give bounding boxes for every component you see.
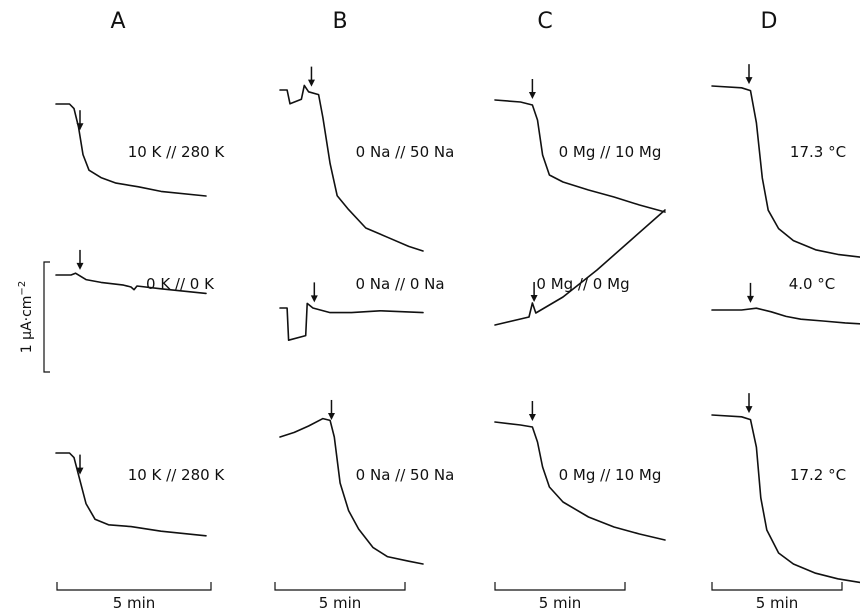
- trace-c-2: [494, 209, 666, 326]
- traces-layer: [55, 64, 860, 584]
- stimulus-arrowhead-a-2: [76, 262, 84, 270]
- stimulus-arrowhead-c-3: [528, 414, 536, 421]
- stimulus-arrowhead-d-1: [745, 77, 753, 85]
- stimulus-arrowhead-c-1: [528, 92, 536, 99]
- stimulus-arrowhead-b-3: [327, 412, 335, 420]
- cond-c-2: 0 Mg // 0 Mg: [536, 275, 629, 293]
- cond-d-2: 4.0 °C: [789, 275, 836, 293]
- cond-b-2: 0 Na // 0 Na: [355, 275, 444, 293]
- trace-d-2: [711, 307, 860, 325]
- time-scale-bar-a: [56, 582, 212, 591]
- cond-b-1: 0 Na // 50 Na: [356, 143, 455, 161]
- trace-c-3: [494, 421, 666, 541]
- cond-c-3: 0 Mg // 10 Mg: [559, 466, 662, 484]
- stimulus-arrowhead-d-2: [746, 295, 754, 303]
- trace-b-2: [279, 302, 424, 341]
- cond-d-1: 17.3 °C: [790, 143, 846, 161]
- stimulus-arrowhead-c-2: [530, 295, 538, 302]
- cond-a-3: 10 K // 280 K: [128, 466, 226, 484]
- stimulus-arrowhead-a-3: [76, 467, 84, 475]
- trace-d-3: [711, 414, 860, 584]
- trace-a-2: [55, 272, 207, 295]
- cond-d-3: 17.2 °C: [790, 466, 846, 484]
- cond-c-1: 0 Mg // 10 Mg: [559, 143, 662, 161]
- trace-c-1: [494, 99, 666, 213]
- time-scale-label-b: 5 min: [319, 594, 362, 612]
- cond-a-1: 10 K // 280 K: [128, 143, 226, 161]
- trace-b-1: [279, 84, 424, 252]
- trace-d-1: [711, 85, 860, 258]
- time-scale-label-c: 5 min: [539, 594, 582, 612]
- stimulus-arrowhead-b-1: [307, 79, 315, 87]
- cond-b-3: 0 Na // 50 Na: [356, 466, 455, 484]
- time-scale-bar-c: [494, 582, 626, 591]
- trace-b-3: [279, 417, 424, 565]
- current-scale-label: 1 μA·cm−2: [17, 281, 35, 353]
- trace-a-1: [55, 103, 207, 197]
- trace-a-3: [55, 452, 207, 537]
- col-label-a: A: [110, 9, 125, 34]
- time-scale-label-d: 5 min: [756, 594, 799, 612]
- stimulus-arrowhead-a-1: [76, 123, 84, 131]
- col-label-c: C: [537, 9, 552, 34]
- current-scale-bar: [43, 261, 50, 373]
- col-label-b: B: [332, 9, 347, 34]
- time-scale-bar-b: [274, 582, 406, 591]
- col-label-d: D: [761, 9, 778, 34]
- time-scale-bar-d: [711, 582, 843, 591]
- stimulus-arrowhead-b-2: [310, 295, 318, 303]
- time-scale-label-a: 5 min: [113, 594, 156, 612]
- stimulus-arrowhead-d-3: [745, 406, 753, 414]
